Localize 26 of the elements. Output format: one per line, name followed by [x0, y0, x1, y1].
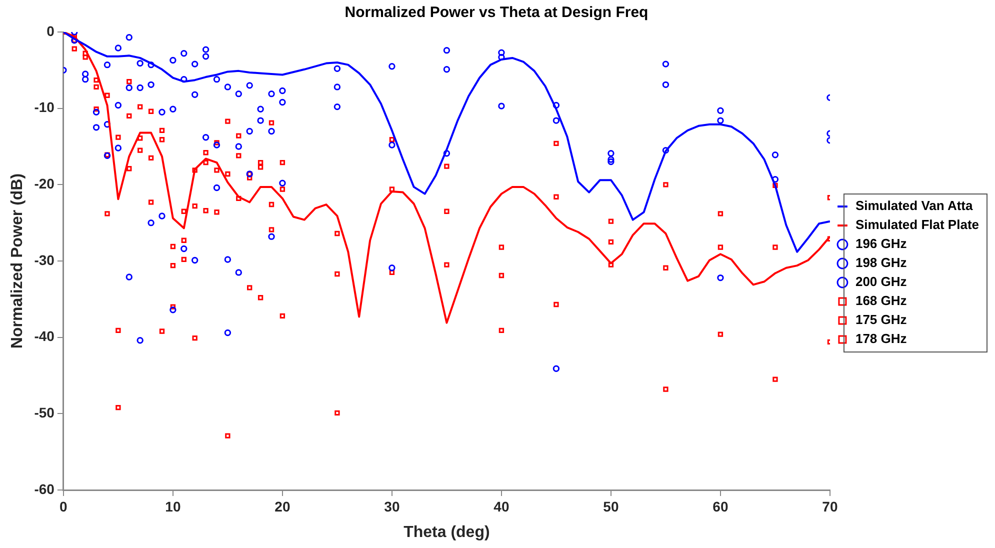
- legend-label: 196 GHz: [855, 236, 908, 252]
- legend-label: Simulated Flat Plate: [855, 217, 980, 232]
- x-tick-label: 60: [712, 498, 728, 514]
- y-tick-label: -30: [34, 252, 55, 268]
- x-tick-label: 70: [822, 498, 838, 514]
- chart-title: Normalized Power vs Theta at Design Freq: [344, 4, 648, 22]
- x-tick-label: 30: [384, 498, 400, 514]
- x-tick-label: 10: [165, 498, 181, 514]
- legend-label: 198 GHz: [855, 255, 908, 270]
- legend-label: 200 GHz: [855, 274, 908, 290]
- x-tick-label: 0: [60, 498, 68, 514]
- x-tick-label: 50: [603, 498, 619, 514]
- y-axis-title: Normalized Power (dB): [9, 173, 26, 349]
- y-tick-label: 0: [46, 22, 55, 39]
- x-tick-label: 40: [494, 498, 510, 514]
- legend-label: 175 GHz: [855, 312, 908, 328]
- x-tick-label: 20: [274, 498, 290, 514]
- y-tick-label: -20: [34, 176, 55, 192]
- legend-label: 178 GHz: [855, 331, 908, 346]
- legend-label: Simulated Van Atta: [855, 198, 974, 214]
- y-tick-label: -60: [34, 480, 55, 497]
- y-tick-label: -50: [34, 404, 55, 421]
- y-tick-label: -40: [34, 328, 55, 344]
- x-axis-title: Theta (deg): [404, 524, 490, 541]
- legend-label: 168 GHz: [855, 293, 908, 308]
- y-tick-label: -10: [34, 99, 55, 116]
